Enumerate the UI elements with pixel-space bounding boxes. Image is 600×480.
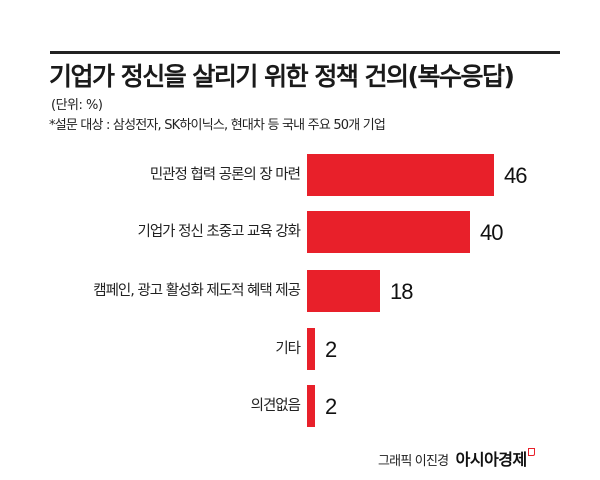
bar-row: 기타 2 (0, 328, 600, 371)
survey-note: *설문 대상 : 삼성전자, SK하이닉스, 현대차 등 국내 주요 50개 기… (49, 118, 386, 133)
bar-value: 40 (480, 220, 504, 245)
bar-row: 의견없음 2 (0, 385, 600, 428)
brand-mark-icon (527, 448, 535, 456)
bar-row: 캠페인, 광고 활성화 제도적 혜택 제공 18 (0, 270, 600, 313)
top-rule (50, 51, 560, 54)
unit-label: (단위: %) (51, 98, 103, 113)
bar (307, 154, 494, 196)
bar (307, 328, 315, 370)
bar-label: 캠페인, 광고 활성화 제도적 혜택 제공 (93, 283, 301, 299)
graphic-credit: 그래픽 이진경 (378, 454, 449, 469)
bar-label: 기타 (275, 341, 301, 357)
bar-label: 기업가 정신 초중고 교육 강화 (137, 224, 301, 240)
bar (307, 385, 315, 427)
brand-logo: 아시아경제 (455, 450, 528, 469)
chart-title: 기업가 정신을 살리기 위한 정책 건의(복수응답) (49, 62, 515, 91)
bar-label: 민관정 협력 공론의 장 마련 (149, 167, 301, 183)
bar-value: 2 (325, 337, 337, 362)
bar (307, 211, 470, 253)
bar-value: 2 (325, 394, 337, 419)
bar (307, 270, 380, 312)
bar-value: 46 (504, 163, 528, 188)
bar-label: 의견없음 (250, 398, 301, 414)
bar-row: 기업가 정신 초중고 교육 강화 40 (0, 211, 600, 254)
footer-credit: 그래픽 이진경 아시아경제 (378, 446, 535, 470)
bar-row: 민관정 협력 공론의 장 마련 46 (0, 154, 600, 197)
bar-value: 18 (390, 279, 414, 304)
